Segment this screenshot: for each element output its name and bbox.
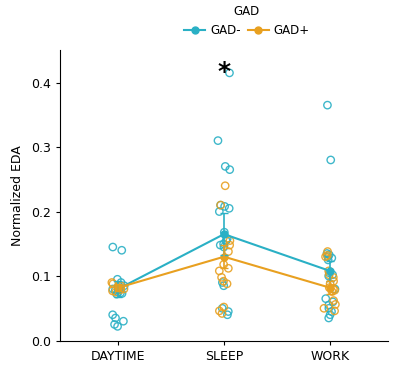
Point xyxy=(326,305,332,312)
Point xyxy=(225,248,232,255)
Point xyxy=(324,102,331,108)
Point xyxy=(225,265,232,271)
Point xyxy=(114,276,121,283)
Point xyxy=(110,244,116,250)
Point xyxy=(326,302,332,308)
Point xyxy=(227,238,233,244)
Point xyxy=(220,261,227,267)
Point xyxy=(329,255,335,261)
Text: *: * xyxy=(218,60,230,84)
Point xyxy=(118,247,125,253)
Point xyxy=(326,272,332,278)
Point xyxy=(322,253,329,260)
Point xyxy=(220,283,227,289)
Point xyxy=(330,298,337,304)
Point xyxy=(325,253,331,260)
Point xyxy=(224,236,230,242)
Point xyxy=(115,284,122,291)
Point xyxy=(118,283,124,289)
Point xyxy=(332,301,338,308)
Point xyxy=(112,315,119,321)
Point xyxy=(218,202,224,208)
Point xyxy=(217,242,224,248)
Point xyxy=(217,202,224,208)
Point xyxy=(224,312,231,318)
Point xyxy=(326,252,332,258)
Point xyxy=(117,290,124,296)
Point xyxy=(121,286,127,292)
Point xyxy=(324,250,330,257)
Point xyxy=(328,157,334,163)
Point xyxy=(216,268,222,274)
Point xyxy=(219,310,225,317)
Point xyxy=(329,288,335,295)
Point xyxy=(324,252,330,259)
Point xyxy=(110,281,116,287)
Point xyxy=(326,268,332,274)
Point xyxy=(224,281,230,287)
Point xyxy=(226,205,232,211)
Point xyxy=(115,289,121,295)
Point xyxy=(330,274,336,281)
Point xyxy=(114,291,120,297)
Point xyxy=(112,289,119,295)
Legend: GAD-, GAD+: GAD-, GAD+ xyxy=(179,0,314,41)
Point xyxy=(220,241,227,247)
Point xyxy=(115,284,122,291)
Point xyxy=(119,290,125,296)
Point xyxy=(221,229,228,235)
Point xyxy=(220,278,227,284)
Point xyxy=(330,286,336,292)
Point xyxy=(326,284,332,291)
Point xyxy=(216,209,222,215)
Point xyxy=(332,286,338,292)
Point xyxy=(110,286,116,292)
Point xyxy=(327,312,333,318)
Y-axis label: Normalized EDA: Normalized EDA xyxy=(11,145,24,246)
Point xyxy=(222,183,228,189)
Point xyxy=(321,305,327,312)
Point xyxy=(328,308,335,315)
Point xyxy=(327,281,333,287)
Point xyxy=(114,323,121,329)
Point xyxy=(222,203,228,209)
Point xyxy=(116,283,122,289)
Point xyxy=(225,308,232,315)
Point xyxy=(219,279,226,286)
Point xyxy=(219,305,226,312)
Point xyxy=(329,272,336,278)
Point xyxy=(325,257,331,263)
Point xyxy=(218,274,225,281)
Point xyxy=(326,273,332,279)
Point xyxy=(118,285,124,291)
Point xyxy=(112,287,118,293)
Point xyxy=(324,248,331,255)
Point xyxy=(120,318,126,324)
Point xyxy=(109,288,116,294)
Point xyxy=(216,308,222,314)
Point xyxy=(226,242,233,248)
Point xyxy=(226,70,233,76)
Point xyxy=(222,163,228,170)
Point xyxy=(330,299,336,305)
Point xyxy=(332,287,338,293)
Point xyxy=(221,304,227,310)
Point xyxy=(117,286,124,293)
Point xyxy=(109,279,115,286)
Point xyxy=(118,279,124,286)
Point xyxy=(111,321,118,327)
Point xyxy=(110,312,116,318)
Point xyxy=(226,166,233,173)
Point xyxy=(215,137,221,144)
Point xyxy=(330,278,337,284)
Point xyxy=(221,244,227,250)
Point xyxy=(121,283,128,289)
Point xyxy=(326,270,332,276)
Point xyxy=(331,308,338,314)
Point xyxy=(326,315,332,321)
Point xyxy=(223,238,229,244)
Point xyxy=(322,296,329,302)
